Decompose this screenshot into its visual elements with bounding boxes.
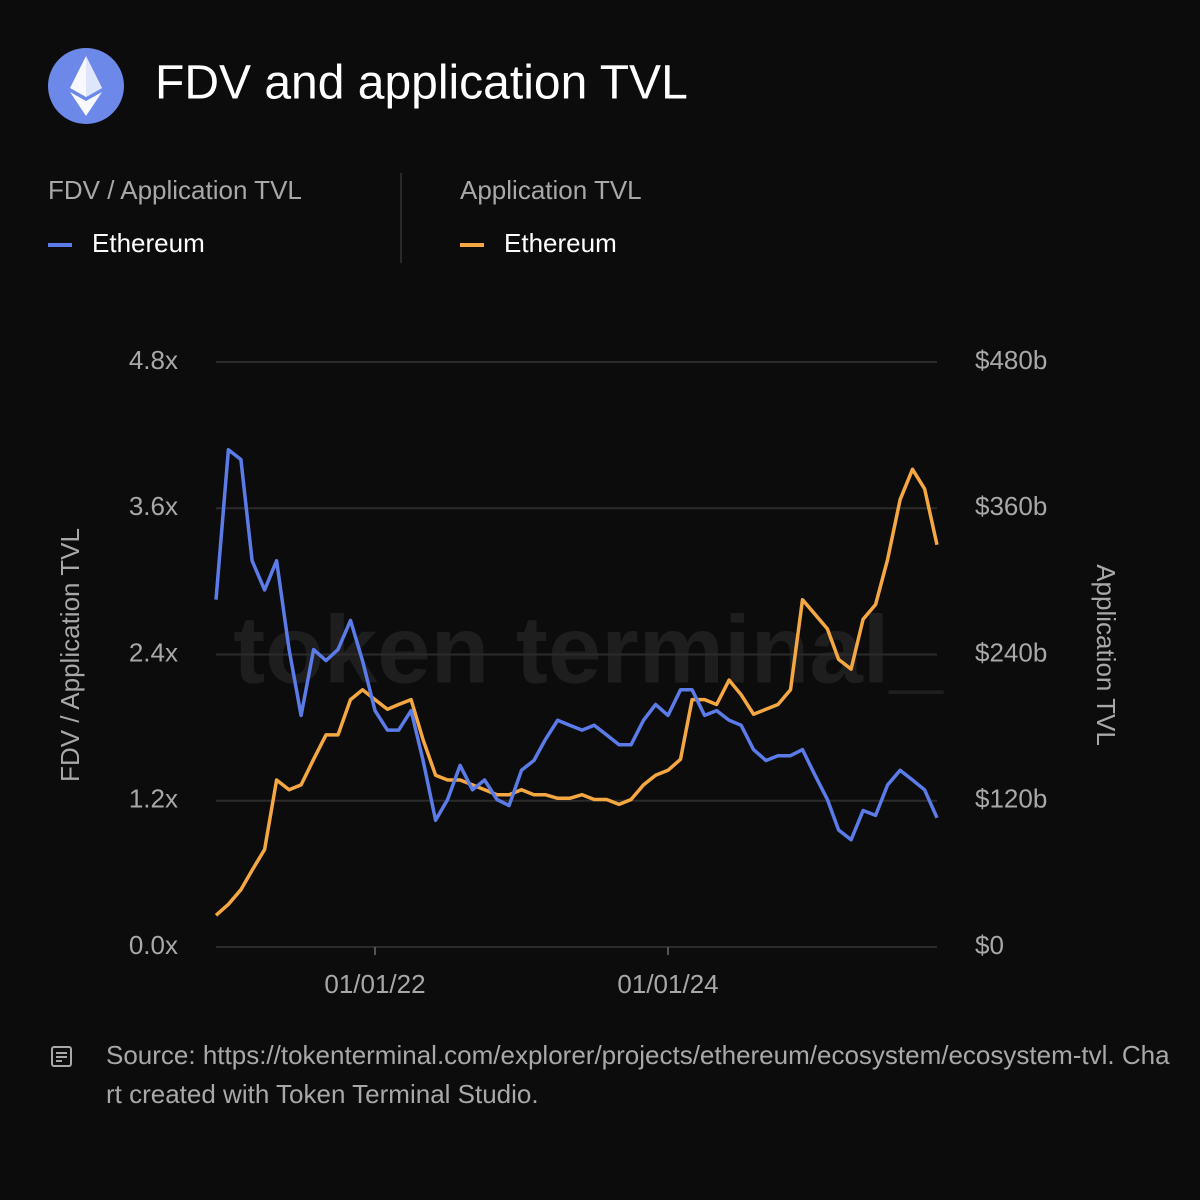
x-tick-label: 01/01/24 xyxy=(617,969,718,999)
y-tick-label: 2.4x xyxy=(129,637,178,667)
legend-label: Ethereum xyxy=(504,228,617,258)
legend-group-title: Application TVL xyxy=(460,175,642,205)
logo xyxy=(48,48,124,124)
note-icon xyxy=(51,1046,72,1067)
y-tick-label: 4.8x xyxy=(129,345,178,375)
watermark: token terminal_ xyxy=(233,596,944,703)
series-line xyxy=(214,467,939,917)
y-tick-label: 3.6x xyxy=(129,491,178,521)
y-tick-label: 0.0x xyxy=(129,930,178,960)
legend-label: Ethereum xyxy=(92,228,205,258)
y2-tick-label: $480b xyxy=(975,345,1047,375)
y2-tick-label: $360b xyxy=(975,491,1047,521)
chart-title: FDV and application TVL xyxy=(155,57,688,110)
y2-tick-label: $120b xyxy=(975,784,1047,814)
y2-axis-title: Application TVL xyxy=(1091,564,1121,746)
y2-tick-label: $0 xyxy=(975,930,1004,960)
legend-group-title: FDV / Application TVL xyxy=(48,175,302,205)
series-line xyxy=(214,447,939,842)
y-axis-title: FDV / Application TVL xyxy=(55,528,85,782)
x-tick-label: 01/01/22 xyxy=(324,969,425,999)
y-tick-label: 1.2x xyxy=(129,784,178,814)
y2-tick-label: $240b xyxy=(975,637,1047,667)
source-note: Source: https://tokenterminal.com/explor… xyxy=(106,1040,1170,1109)
